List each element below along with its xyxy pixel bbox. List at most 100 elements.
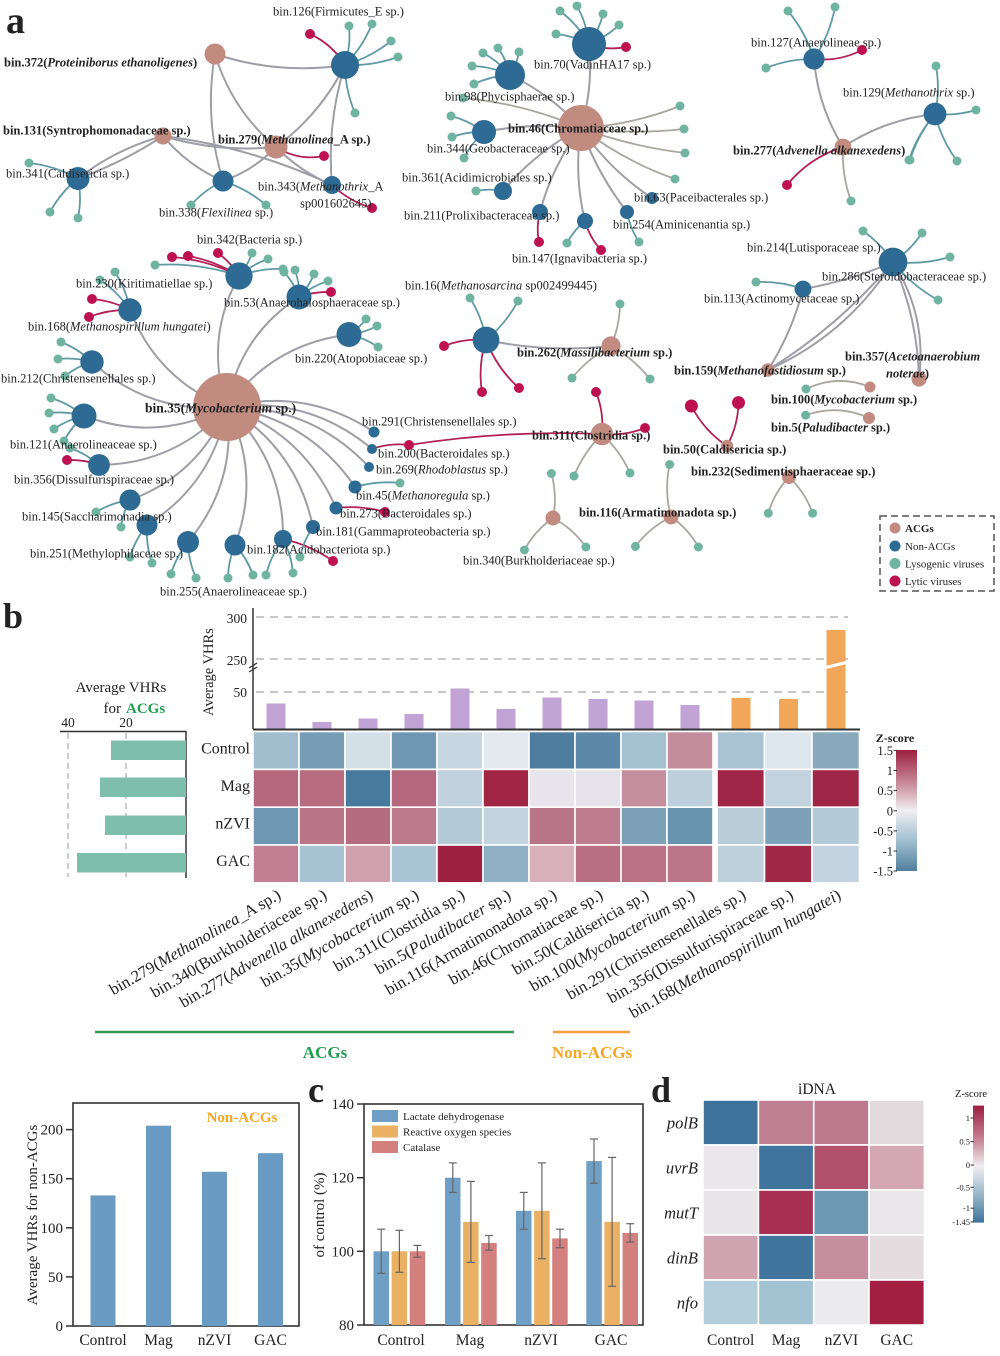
svg-text:dinB: dinB bbox=[667, 1249, 698, 1268]
svg-text:bin.116(Armatimonadota sp.): bin.116(Armatimonadota sp.) bbox=[579, 506, 736, 520]
svg-text:bin.291(Christensenellales sp.: bin.291(Christensenellales sp.) bbox=[362, 415, 517, 429]
svg-text:bin.63(Paceibacterales sp.): bin.63(Paceibacterales sp.) bbox=[634, 191, 768, 205]
svg-text:bin.16(Methanosarcina sp002499: bin.16(Methanosarcina sp002499445) bbox=[405, 279, 597, 293]
svg-text:bin.212(Christensenellales sp.: bin.212(Christensenellales sp.) bbox=[1, 372, 156, 386]
svg-text:Lytic viruses: Lytic viruses bbox=[905, 576, 962, 588]
svg-text:-1.45: -1.45 bbox=[952, 1217, 970, 1227]
svg-text:1: 1 bbox=[966, 1113, 970, 1123]
svg-text:bin.214(Lutisporaceae sp.): bin.214(Lutisporaceae sp.) bbox=[747, 241, 881, 255]
svg-text:Mag: Mag bbox=[772, 1332, 801, 1349]
svg-text:bin.46(Chromatiaceae sp.): bin.46(Chromatiaceae sp.) bbox=[508, 122, 648, 136]
svg-text:Catalase: Catalase bbox=[403, 1142, 440, 1154]
svg-text:Z-score: Z-score bbox=[955, 1089, 987, 1100]
svg-text:uvrB: uvrB bbox=[666, 1159, 698, 1178]
svg-text:Average VHRs: Average VHRs bbox=[201, 628, 217, 716]
svg-text:bin.341(Caldisericia sp.): bin.341(Caldisericia sp.) bbox=[6, 167, 129, 181]
svg-text:bin.159(Methanofastidiosum sp.: bin.159(Methanofastidiosum sp.) bbox=[674, 364, 846, 378]
svg-text:bin.126(Firmicutes_E sp.): bin.126(Firmicutes_E sp.) bbox=[273, 5, 404, 19]
svg-text:mutT: mutT bbox=[664, 1204, 700, 1223]
svg-text:Non-ACGs: Non-ACGs bbox=[905, 541, 955, 553]
svg-text:Control: Control bbox=[79, 1332, 126, 1349]
svg-text:100: 100 bbox=[332, 1244, 355, 1260]
svg-text:bin.50(Caldisericia sp.): bin.50(Caldisericia sp.) bbox=[663, 443, 786, 457]
svg-text:bin.262(Massilibacterium sp.): bin.262(Massilibacterium sp.) bbox=[517, 346, 672, 360]
svg-text:bin.145(Saccharimonadia sp.): bin.145(Saccharimonadia sp.) bbox=[22, 510, 172, 524]
svg-text:a: a bbox=[6, 0, 25, 42]
svg-text:0: 0 bbox=[56, 1319, 64, 1335]
svg-text:Average VHRs: Average VHRs bbox=[76, 680, 167, 696]
svg-text:bin.269(Rhodoblastus sp.): bin.269(Rhodoblastus sp.) bbox=[376, 463, 508, 477]
svg-text:bin.277(Advenella alkanexedens: bin.277(Advenella alkanexedens) bbox=[733, 144, 905, 158]
svg-text:Control: Control bbox=[707, 1332, 754, 1349]
svg-text:Control: Control bbox=[201, 741, 250, 758]
svg-text:bin.255(Anaerolineaceae sp.): bin.255(Anaerolineaceae sp.) bbox=[160, 585, 307, 599]
svg-text:-1.5: -1.5 bbox=[873, 865, 893, 879]
svg-text:for: for bbox=[104, 701, 122, 717]
svg-text:bin.129(Methanothrix sp.): bin.129(Methanothrix sp.) bbox=[843, 86, 975, 100]
svg-text:bin.279(Methanolinea_A sp.): bin.279(Methanolinea_A sp.) bbox=[218, 133, 371, 147]
svg-text:b: b bbox=[3, 596, 23, 636]
svg-text:Lactate dehydrogenase: Lactate dehydrogenase bbox=[403, 1111, 504, 1123]
svg-text:0.5: 0.5 bbox=[877, 784, 893, 798]
svg-text:bin.181(Gammaproteobacteria sp: bin.181(Gammaproteobacteria sp.) bbox=[316, 525, 491, 539]
svg-text:bin.211(Prolixibacteraceae sp.: bin.211(Prolixibacteraceae sp.) bbox=[404, 209, 559, 223]
svg-text:bin.121(Anaerolineaceae sp.): bin.121(Anaerolineaceae sp.) bbox=[10, 438, 157, 452]
svg-text:bin.45(Methanoregula sp.): bin.45(Methanoregula sp.) bbox=[356, 489, 490, 503]
svg-text:nZVI: nZVI bbox=[215, 816, 250, 833]
svg-text:bin.311(Clostridia sp.): bin.311(Clostridia sp.) bbox=[532, 429, 650, 443]
svg-text:c: c bbox=[308, 1070, 324, 1110]
svg-text:bin.232(Sedimentisphaeraceae s: bin.232(Sedimentisphaeraceae sp.) bbox=[691, 465, 875, 479]
svg-text:ACGs: ACGs bbox=[905, 523, 934, 535]
svg-text:noterae): noterae) bbox=[886, 367, 929, 381]
svg-text:Control: Control bbox=[377, 1332, 424, 1349]
svg-text:bin.147(Ignavibacteria sp.): bin.147(Ignavibacteria sp.) bbox=[512, 252, 647, 266]
svg-text:bin.127(Anaerolineae sp.): bin.127(Anaerolineae sp.) bbox=[751, 36, 881, 50]
svg-text:bin.340(Burkholderiaceae sp.): bin.340(Burkholderiaceae sp.) bbox=[463, 554, 615, 568]
svg-text:40: 40 bbox=[61, 715, 75, 730]
svg-text:150: 150 bbox=[41, 1172, 64, 1188]
svg-text:Average VHRs for non-ACGs: Average VHRs for non-ACGs bbox=[25, 1125, 41, 1306]
svg-text:bin.338(Flexilinea sp.): bin.338(Flexilinea sp.) bbox=[159, 206, 273, 220]
svg-text:ACGs: ACGs bbox=[303, 1043, 348, 1062]
svg-text:300: 300 bbox=[227, 611, 248, 626]
svg-text:bin.342(Bacteria sp.): bin.342(Bacteria sp.) bbox=[197, 233, 302, 247]
svg-text:bin.344(Geobacteraceae sp.): bin.344(Geobacteraceae sp.) bbox=[427, 142, 570, 156]
svg-text:Mag: Mag bbox=[144, 1332, 173, 1349]
svg-text:100: 100 bbox=[41, 1221, 64, 1237]
svg-text:bin.70(VadinHA17 sp.): bin.70(VadinHA17 sp.) bbox=[534, 58, 651, 72]
svg-text:-1: -1 bbox=[963, 1203, 970, 1213]
svg-text:1.5: 1.5 bbox=[877, 744, 893, 758]
svg-text:Mag: Mag bbox=[221, 778, 250, 795]
svg-text:bin.131(Syntrophomonadaceae sp: bin.131(Syntrophomonadaceae sp.) bbox=[3, 124, 191, 138]
svg-text:-0.5: -0.5 bbox=[873, 824, 893, 838]
svg-text:bin.230(Kiritimatiellae sp.): bin.230(Kiritimatiellae sp.) bbox=[76, 277, 212, 291]
svg-text:bin.343(Methanothrix_A: bin.343(Methanothrix_A bbox=[258, 180, 383, 194]
svg-text:20: 20 bbox=[119, 715, 133, 730]
svg-text:1: 1 bbox=[887, 764, 893, 778]
svg-text:GAC: GAC bbox=[216, 853, 250, 870]
svg-text:bin.113(Actinomycetaceae sp.): bin.113(Actinomycetaceae sp.) bbox=[704, 292, 859, 306]
svg-text:Z-score: Z-score bbox=[876, 731, 915, 745]
svg-text:polB: polB bbox=[666, 1114, 698, 1133]
svg-text:Non-ACGs: Non-ACGs bbox=[552, 1043, 633, 1062]
svg-text:nZVI: nZVI bbox=[825, 1332, 859, 1349]
svg-text:bin.251(Methylophilaceae sp.): bin.251(Methylophilaceae sp.) bbox=[30, 547, 183, 561]
svg-text:0: 0 bbox=[966, 1160, 970, 1170]
svg-text:nZVI: nZVI bbox=[524, 1332, 558, 1349]
svg-text:GAC: GAC bbox=[880, 1332, 913, 1349]
svg-text:-0.5: -0.5 bbox=[957, 1182, 970, 1192]
svg-text:50: 50 bbox=[48, 1270, 63, 1286]
svg-text:Non-ACGs: Non-ACGs bbox=[207, 1110, 278, 1126]
svg-text:bin.357(Acetoanaerobium: bin.357(Acetoanaerobium bbox=[845, 350, 980, 364]
svg-text:Lysogenic viruses: Lysogenic viruses bbox=[905, 559, 984, 571]
svg-text:bin.35(Mycobacterium sp.): bin.35(Mycobacterium sp.) bbox=[145, 401, 296, 416]
svg-text:bin.168(Methanospirillum hunga: bin.168(Methanospirillum hungatei) bbox=[28, 320, 211, 334]
svg-text:140: 140 bbox=[332, 1097, 355, 1113]
svg-text:d: d bbox=[651, 1070, 671, 1110]
svg-text:Mag: Mag bbox=[456, 1332, 485, 1349]
svg-text:80: 80 bbox=[339, 1318, 354, 1334]
svg-text:nZVI: nZVI bbox=[198, 1332, 232, 1349]
svg-text:200: 200 bbox=[41, 1123, 64, 1139]
svg-text:bin.273(Bacteroidales sp.): bin.273(Bacteroidales sp.) bbox=[340, 507, 472, 521]
svg-text:ACGs: ACGs bbox=[126, 701, 165, 717]
